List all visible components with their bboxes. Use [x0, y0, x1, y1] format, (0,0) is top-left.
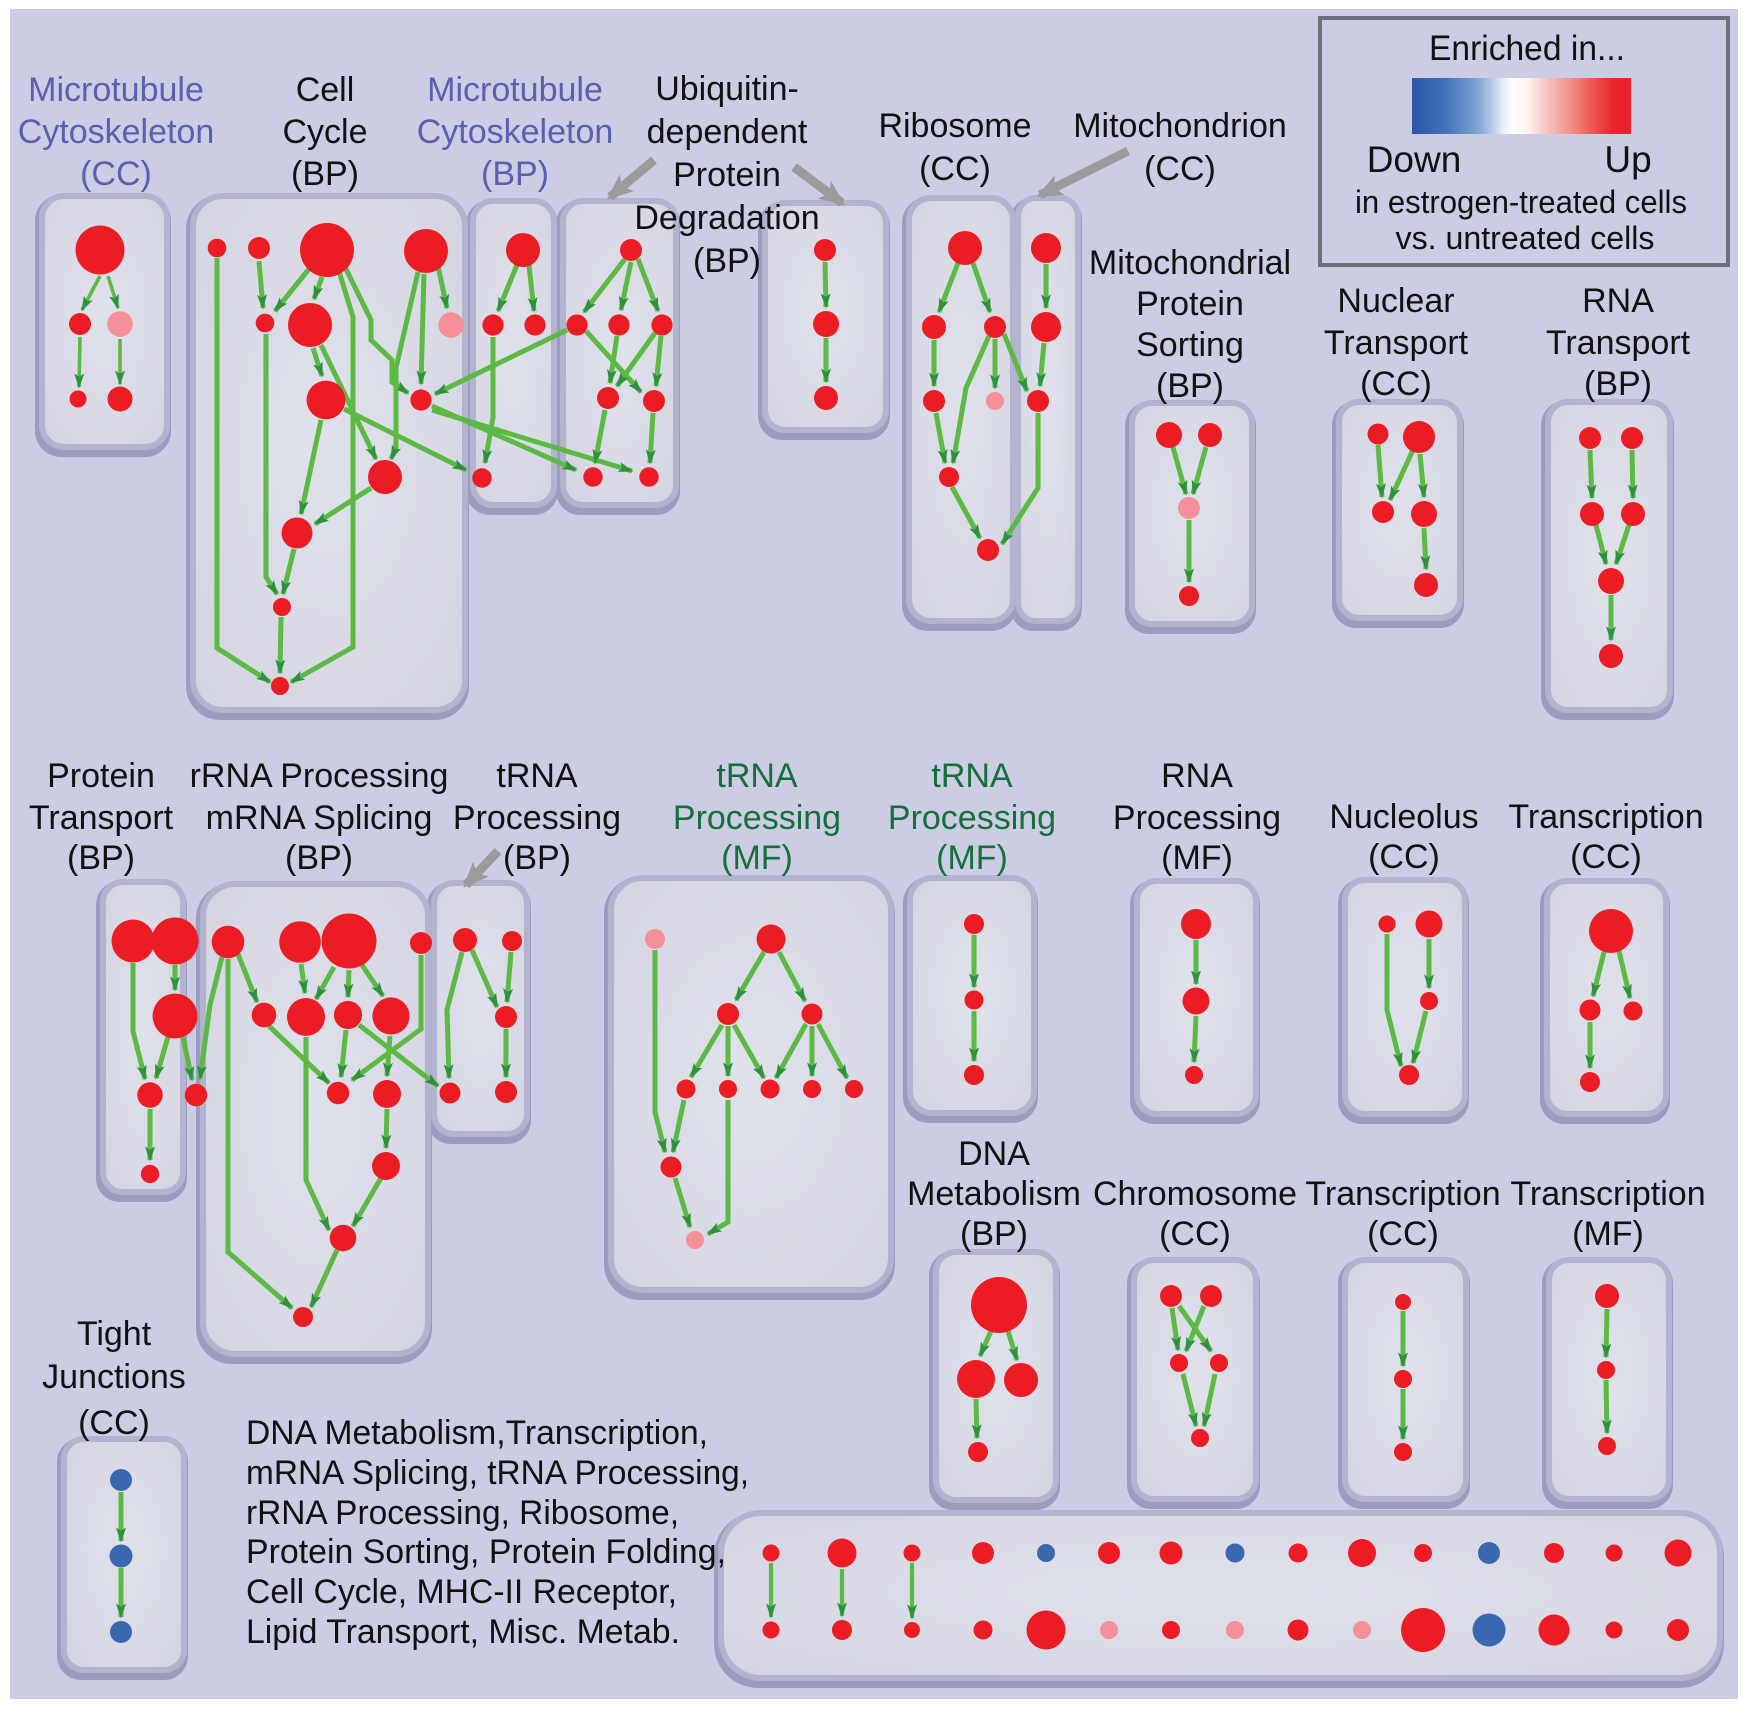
svg-text:in estrogen-treated cells: in estrogen-treated cells [1355, 184, 1687, 220]
svg-text:(MF): (MF) [1572, 1215, 1644, 1253]
svg-text:DNA Metabolism,Transcription,: DNA Metabolism,Transcription, [246, 1414, 708, 1452]
svg-text:Transcription: Transcription [1510, 1175, 1705, 1213]
svg-text:(CC): (CC) [1360, 365, 1432, 403]
svg-text:RNA: RNA [1582, 282, 1654, 320]
svg-text:(BP): (BP) [960, 1215, 1028, 1253]
svg-text:(CC): (CC) [80, 155, 152, 193]
svg-text:Mitochondrial: Mitochondrial [1089, 244, 1291, 282]
svg-text:Protein: Protein [1136, 285, 1244, 323]
svg-text:mRNA Splicing: mRNA Splicing [206, 799, 433, 837]
svg-text:(BP): (BP) [67, 839, 135, 877]
svg-text:(MF): (MF) [936, 839, 1008, 877]
svg-text:Cycle: Cycle [282, 113, 367, 151]
svg-text:Degradation: Degradation [634, 199, 819, 237]
svg-text:(MF): (MF) [1161, 839, 1233, 877]
svg-text:Junctions: Junctions [42, 1358, 186, 1396]
svg-text:tRNA: tRNA [496, 757, 578, 795]
svg-text:Protein: Protein [47, 757, 155, 795]
svg-text:Tight: Tight [77, 1315, 152, 1353]
svg-text:Down: Down [1367, 139, 1462, 180]
svg-text:Processing: Processing [888, 799, 1056, 837]
svg-text:Chromosome: Chromosome [1093, 1175, 1297, 1213]
svg-text:Metabolism: Metabolism [907, 1175, 1081, 1213]
svg-text:(BP): (BP) [285, 839, 353, 877]
svg-text:Transcription: Transcription [1508, 798, 1703, 836]
svg-text:Mitochondrion: Mitochondrion [1073, 107, 1287, 145]
svg-text:(BP): (BP) [481, 155, 549, 193]
svg-text:RNA: RNA [1161, 757, 1233, 795]
svg-text:Lipid Transport, Misc. Metab.: Lipid Transport, Misc. Metab. [246, 1613, 680, 1651]
svg-text:Protein: Protein [673, 156, 781, 194]
svg-text:Transcription: Transcription [1305, 1175, 1500, 1213]
svg-text:Processing: Processing [673, 799, 841, 837]
svg-text:(BP): (BP) [1156, 367, 1224, 405]
svg-text:tRNA: tRNA [716, 757, 798, 795]
svg-text:Processing: Processing [453, 799, 621, 837]
svg-text:Cell: Cell [296, 71, 355, 109]
svg-text:Processing: Processing [1113, 799, 1281, 837]
svg-text:(MF): (MF) [721, 839, 793, 877]
svg-text:rRNA Processing, Ribosome,: rRNA Processing, Ribosome, [246, 1494, 679, 1532]
svg-text:(CC): (CC) [919, 150, 991, 188]
svg-text:(CC): (CC) [1368, 838, 1440, 876]
svg-text:(CC): (CC) [1144, 150, 1216, 188]
svg-text:Nuclear: Nuclear [1337, 282, 1454, 320]
svg-text:Transport: Transport [29, 799, 174, 837]
svg-text:vs. untreated cells: vs. untreated cells [1396, 220, 1655, 256]
svg-text:(BP): (BP) [291, 155, 359, 193]
svg-text:(CC): (CC) [78, 1404, 150, 1442]
svg-text:Up: Up [1604, 139, 1651, 180]
svg-text:DNA: DNA [958, 1135, 1030, 1173]
svg-text:(CC): (CC) [1159, 1215, 1231, 1253]
svg-text:Ubiquitin-: Ubiquitin- [655, 70, 799, 108]
svg-text:Enriched in...: Enriched in... [1429, 29, 1625, 68]
svg-text:Ribosome: Ribosome [878, 107, 1031, 145]
svg-text:mRNA Splicing, tRNA Processing: mRNA Splicing, tRNA Processing, [246, 1454, 749, 1492]
svg-text:(BP): (BP) [503, 839, 571, 877]
svg-text:Sorting: Sorting [1136, 326, 1244, 364]
svg-text:Protein Sorting, Protein Foldi: Protein Sorting, Protein Folding, [246, 1533, 726, 1571]
svg-text:Microtubule: Microtubule [28, 71, 204, 109]
svg-text:(BP): (BP) [1584, 365, 1652, 403]
svg-text:Cytoskeleton: Cytoskeleton [18, 113, 215, 151]
svg-text:(CC): (CC) [1367, 1215, 1439, 1253]
svg-text:Transport: Transport [1546, 324, 1691, 362]
svg-text:Cytoskeleton: Cytoskeleton [417, 113, 614, 151]
svg-text:Cell Cycle, MHC-II Receptor,: Cell Cycle, MHC-II Receptor, [246, 1573, 677, 1611]
svg-text:rRNA Processing: rRNA Processing [190, 757, 449, 795]
svg-text:Nucleolus: Nucleolus [1329, 798, 1478, 836]
svg-text:(CC): (CC) [1570, 838, 1642, 876]
svg-text:dependent: dependent [647, 113, 808, 151]
svg-text:tRNA: tRNA [931, 757, 1013, 795]
svg-text:Microtubule: Microtubule [427, 71, 603, 109]
svg-text:(BP): (BP) [693, 242, 761, 280]
svg-text:Transport: Transport [1324, 324, 1469, 362]
